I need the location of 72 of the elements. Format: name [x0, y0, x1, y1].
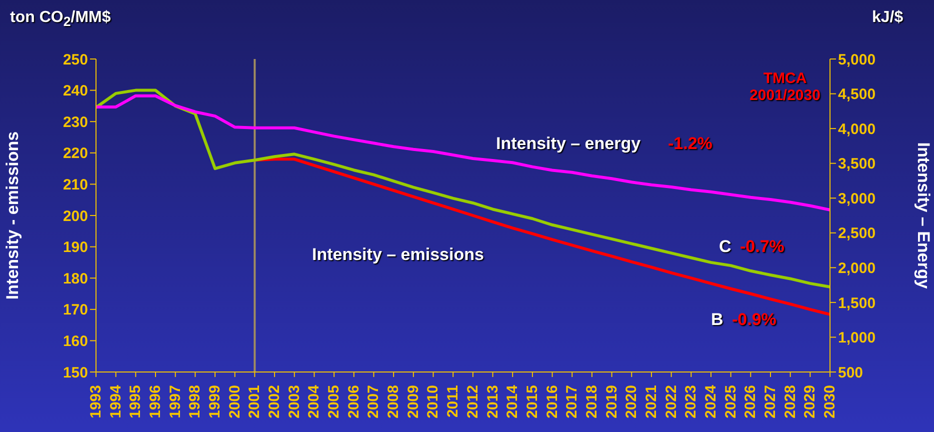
x-tick-label: 2028	[782, 385, 799, 418]
y-tick-label: 220	[62, 145, 88, 162]
series-label: B	[711, 310, 724, 330]
x-tick-label: 2009	[404, 385, 422, 418]
y-tick-label: 230	[62, 114, 88, 131]
text: kJ/$	[872, 9, 904, 27]
x-tick-label: 2003	[286, 385, 303, 418]
x-tick-label: 2023	[682, 385, 700, 418]
x-tick-label: 2026	[742, 385, 760, 418]
x-tick-label: 2000	[226, 385, 244, 418]
x-tick-label: 2029	[802, 385, 819, 418]
x-tick-label: 2020	[623, 385, 640, 418]
x-tick-label: 2004	[306, 384, 323, 418]
x-tick-label: 2007	[365, 385, 382, 418]
x-tick-label: 2005	[326, 385, 343, 418]
series-label: C	[719, 237, 732, 257]
annotation: -0.9%	[732, 310, 776, 330]
annotation: -1.2%	[668, 134, 712, 154]
x-tick-label: 2014	[504, 384, 522, 418]
y2-tick-label: 5,000	[838, 51, 876, 68]
x-tick-label: 2001	[246, 385, 264, 418]
y-tick-label: 210	[62, 176, 88, 194]
y2-tick-label: 3,500	[838, 156, 876, 173]
y-tick-label: 160	[62, 333, 88, 350]
y2-tick-label: 1,000	[838, 330, 876, 347]
y2-tick-label: 500	[838, 364, 864, 382]
x-tick-label: 2025	[722, 385, 740, 418]
x-tick-label: 2027	[762, 385, 779, 418]
x-tick-label: 1997	[166, 385, 184, 418]
y2-tick-label: 1,500	[838, 294, 876, 312]
x-tick-label: 1995	[127, 385, 144, 418]
x-tick-label: 2002	[266, 385, 284, 418]
x-tick-label: 2013	[484, 385, 502, 418]
y2-tick-label: 4,000	[838, 120, 876, 138]
y2-tick-label: 2,500	[838, 225, 876, 242]
x-tick-label: 1999	[206, 385, 224, 418]
y-tick-label: 190	[62, 239, 88, 256]
y-axis-title: Intensity - emissions	[3, 131, 22, 300]
annotation: Intensity – emissions	[312, 245, 484, 265]
series-label: Intensity – energy	[496, 134, 641, 154]
x-tick-label: 1996	[147, 385, 164, 418]
x-tick-label: 2010	[424, 385, 442, 418]
annotation: TMCA 2001/2030	[750, 70, 820, 104]
y-tick-label: 150	[62, 364, 88, 382]
x-tick-label: 1994	[107, 384, 124, 418]
x-tick-label: 2011	[444, 385, 462, 418]
x-tick-label: 2015	[524, 385, 541, 418]
line-series	[96, 88, 830, 288]
x-tick-label: 2018	[583, 385, 600, 418]
x-tick-label: 2006	[345, 385, 362, 418]
y2-tick-label: 4,500	[838, 86, 876, 104]
y-tick-label: 180	[62, 270, 88, 288]
x-tick-label: 1998	[186, 385, 204, 418]
annotation: -0.7%	[740, 237, 784, 257]
y-tick-label: 200	[62, 208, 88, 225]
y-tick-label: 170	[62, 302, 88, 319]
y2-tick-label: 3,000	[838, 190, 876, 208]
y-tick-label: 240	[62, 82, 88, 100]
x-tick-label: 2019	[603, 385, 620, 418]
x-tick-label: 2008	[385, 385, 402, 418]
x-tick-label: 2024	[702, 384, 720, 418]
x-tick-label: 1993	[88, 385, 104, 418]
y-tick-label: 250	[62, 51, 88, 68]
y2-tick-label: 2,000	[838, 260, 876, 277]
x-tick-label: 2030	[822, 385, 838, 418]
y2-axis-title: Intensity – Energy	[914, 142, 933, 290]
x-tick-label: 2012	[464, 385, 482, 418]
text: ton CO$_{2}$/MM$	[10, 9, 111, 30]
x-tick-label: 2021	[642, 385, 660, 418]
x-tick-label: 2016	[544, 385, 561, 418]
x-tick-label: 2017	[564, 385, 581, 418]
x-tick-label: 2022	[662, 385, 680, 418]
